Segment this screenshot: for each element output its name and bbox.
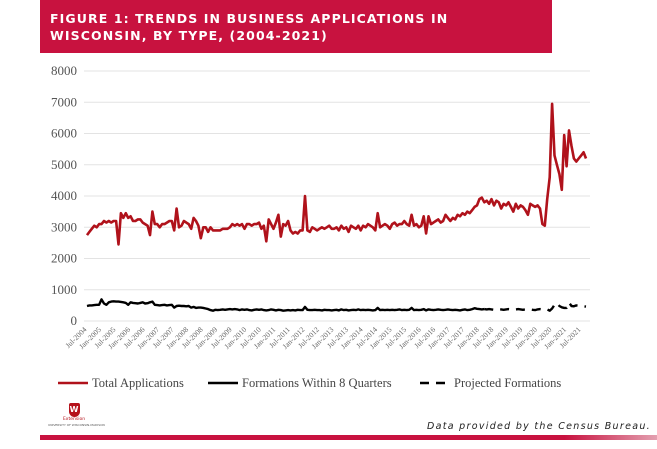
series-line-3 bbox=[484, 301, 587, 312]
legend-label: Total Applications bbox=[92, 376, 184, 390]
y-tick-label: 5000 bbox=[51, 157, 77, 172]
title-banner: FIGURE 1: TRENDS IN BUSINESS APPLICATION… bbox=[40, 0, 552, 53]
legend-item: Projected Formations bbox=[420, 376, 561, 390]
y-tick-label: 1000 bbox=[51, 282, 77, 297]
extension-logo: W Extension UNIVERSITY OF WISCONSIN-MADI… bbox=[48, 403, 105, 435]
footer-bar bbox=[40, 435, 657, 440]
legend-item: Formations Within 8 Quarters bbox=[208, 376, 392, 390]
y-tick-label: 0 bbox=[71, 313, 78, 328]
legend-label: Formations Within 8 Quarters bbox=[242, 376, 392, 390]
crest-icon: W bbox=[68, 403, 80, 417]
legend-label: Projected Formations bbox=[454, 376, 561, 390]
series-line-1 bbox=[85, 102, 588, 246]
y-tick-label: 6000 bbox=[51, 126, 77, 141]
logo-subtitle: UNIVERSITY OF WISCONSIN-MADISON bbox=[48, 423, 105, 427]
source-note: Data provided by the Census Bureau. bbox=[426, 421, 651, 432]
y-tick-label: 8000 bbox=[51, 63, 77, 78]
legend-item: Total Applications bbox=[58, 376, 184, 390]
y-tick-label: 4000 bbox=[51, 188, 77, 203]
logo-name: Extension bbox=[62, 417, 86, 422]
y-tick-label: 7000 bbox=[51, 94, 77, 109]
y-tick-label: 3000 bbox=[51, 219, 77, 234]
series-line-2 bbox=[86, 298, 485, 312]
y-tick-label: 2000 bbox=[51, 251, 77, 266]
chart-title: FIGURE 1: TRENDS IN BUSINESS APPLICATION… bbox=[50, 11, 449, 43]
